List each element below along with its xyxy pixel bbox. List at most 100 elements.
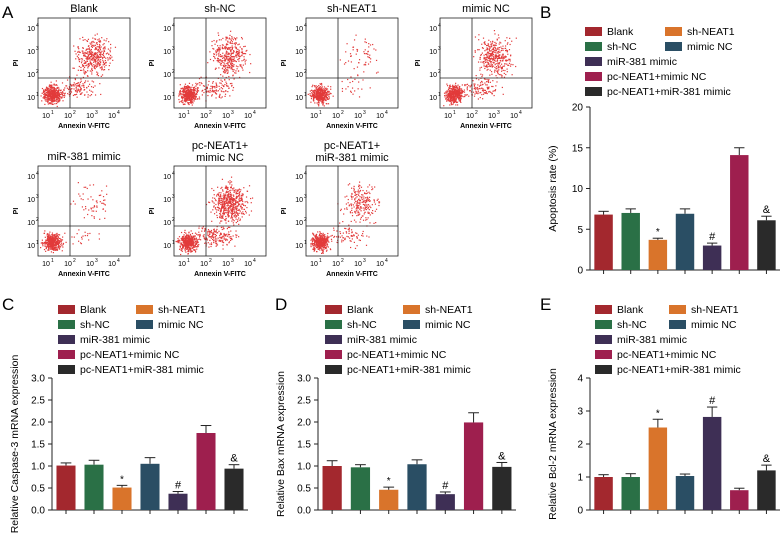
flow-dot (87, 38, 90, 40)
flow-dot (186, 239, 188, 241)
flow-dot (109, 58, 112, 60)
flow-dot (224, 55, 226, 57)
flow-dot (495, 57, 497, 60)
flow-dot (230, 230, 232, 232)
flow-dot (490, 43, 492, 45)
flow-dot (81, 236, 83, 238)
flow-dot (226, 85, 228, 87)
flow-dot (486, 57, 488, 59)
flow-plot-title: mimic NC (462, 3, 510, 15)
flow-dot (79, 93, 82, 95)
flow-dot (491, 85, 493, 88)
flow-dot (228, 241, 231, 243)
flow-dot (79, 51, 81, 54)
flow-y-tick-exp: 1 (36, 240, 39, 246)
flow-dot (221, 67, 224, 70)
flow-dot (95, 66, 98, 68)
flow-dot (455, 98, 457, 100)
flow-dot (321, 99, 323, 101)
flow-plot-frame (439, 17, 533, 109)
flow-dot (94, 48, 96, 51)
flow-dot (74, 78, 76, 80)
flow-dot (313, 93, 316, 95)
flow-dot (490, 55, 492, 57)
flow-dot (52, 251, 55, 254)
flow-dot (103, 66, 106, 68)
flow-dot (459, 88, 461, 90)
flow-dot (56, 87, 58, 90)
flow-dot (492, 58, 494, 60)
flow-dot (51, 234, 53, 236)
flow-dot (319, 93, 321, 95)
flow-y-tick-exp: 3 (438, 46, 441, 52)
flow-dot (232, 89, 234, 91)
flow-dot (312, 84, 314, 86)
flow-dot (213, 53, 215, 55)
flow-dot (209, 91, 211, 93)
flow-dot (505, 56, 507, 58)
flow-dot (49, 95, 52, 97)
flow-dot (231, 84, 233, 87)
flow-dot (497, 64, 499, 67)
flow-dot (93, 64, 95, 66)
flow-dot (218, 192, 220, 194)
flow-dot (448, 98, 450, 100)
flow-dot (508, 58, 510, 60)
flow-dot (233, 224, 235, 226)
flow-dot (488, 48, 490, 50)
flow-dot (95, 54, 97, 56)
flow-dot (347, 86, 349, 88)
flow-dot (96, 46, 98, 48)
flow-dot (502, 49, 504, 51)
flow-dot (52, 90, 54, 92)
flow-dot (497, 34, 500, 36)
flow-dot (84, 94, 86, 96)
flow-dot (53, 94, 55, 96)
flow-dot (106, 38, 108, 40)
flow-dot (482, 90, 484, 92)
flow-dot (324, 91, 326, 93)
flow-dot (80, 78, 82, 80)
flow-dot (231, 207, 233, 210)
flow-dot (313, 85, 315, 87)
flow-dot (349, 53, 352, 55)
flow-dot (501, 70, 503, 72)
flow-dot (500, 63, 503, 65)
flow-dot (223, 193, 225, 195)
flow-dot (225, 37, 227, 39)
flow-dot (362, 79, 364, 81)
flow-dot (211, 200, 213, 202)
flow-dot (41, 92, 43, 94)
flow-dot (187, 238, 189, 240)
flow-dot (363, 52, 366, 55)
flow-dot (71, 85, 73, 87)
flow-dot (368, 46, 370, 48)
flow-dot (234, 203, 236, 205)
flow-dot (504, 69, 506, 72)
flow-x-tick-exp: 4 (253, 110, 256, 116)
flow-dot (87, 56, 89, 59)
flow-dot (86, 234, 89, 237)
flow-dot (234, 72, 236, 74)
flow-dot (225, 58, 228, 60)
flow-dot (498, 62, 500, 64)
flow-dot (230, 186, 232, 188)
flow-dot (54, 247, 56, 249)
flow-dot (44, 241, 47, 243)
flow-dot (199, 235, 201, 237)
flow-dot (200, 76, 202, 78)
flow-dot (489, 90, 491, 93)
flow-dot (493, 71, 496, 73)
flow-dot (222, 75, 224, 77)
flow-dot (187, 93, 190, 95)
flow-dot (225, 200, 227, 203)
flow-dot (73, 45, 75, 47)
flow-dot (448, 95, 450, 97)
flow-dot (56, 96, 58, 99)
flow-dot (491, 58, 493, 60)
flow-dot (91, 69, 93, 71)
flow-dot (478, 85, 481, 87)
flow-dot (85, 48, 88, 50)
flow-dot (228, 233, 231, 236)
flow-dot (450, 90, 452, 92)
